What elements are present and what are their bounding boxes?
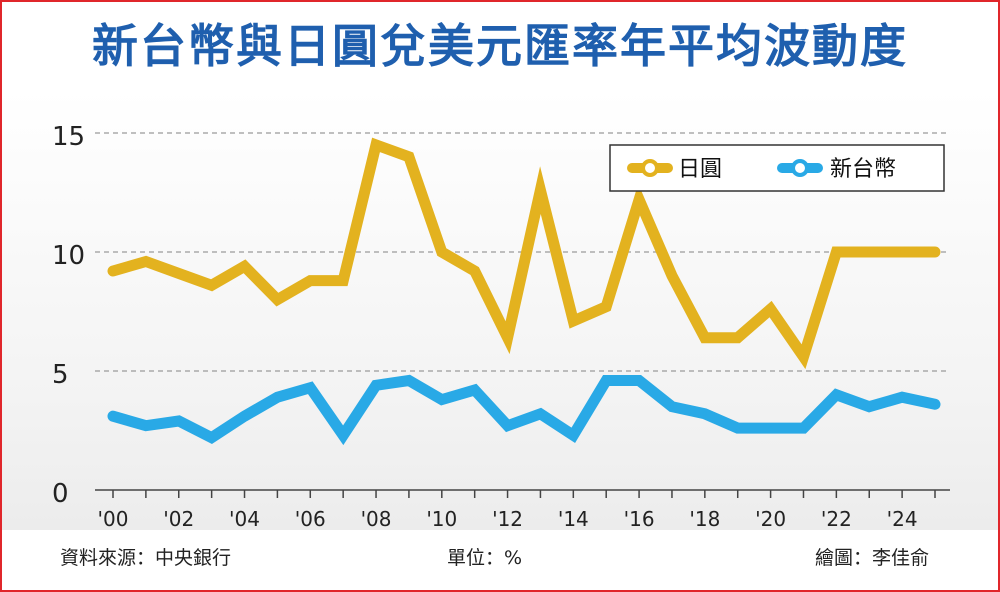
- y-tick-label: 15: [52, 122, 85, 152]
- data-point-jpy: [472, 269, 477, 274]
- series-line-jpy: [107, 137, 941, 370]
- data-point-jpy: [702, 335, 707, 340]
- x-tick-label: '22: [821, 507, 852, 531]
- data-point-jpy: [505, 335, 510, 340]
- data-point-jpy: [111, 269, 115, 274]
- data-point-jpy: [801, 354, 806, 359]
- data-point-twd: [209, 435, 214, 440]
- data-point-jpy: [406, 154, 411, 159]
- x-axis: '00 '02 '04 '06 '08 '10 '12 '14 '16 '18 '20 '22 '24: [95, 489, 950, 531]
- data-point-jpy: [735, 335, 740, 340]
- data-point-jpy: [637, 197, 642, 202]
- data-point-jpy: [143, 259, 148, 264]
- x-tick-label: '18: [689, 507, 720, 531]
- data-point-jpy: [209, 283, 214, 288]
- y-tick-label: 10: [52, 241, 85, 271]
- legend-label-jpy: 日圓: [678, 157, 722, 182]
- data-point-twd: [900, 395, 905, 400]
- y-tick-label: 0: [52, 479, 69, 509]
- data-point-twd: [341, 433, 346, 438]
- data-point-twd: [933, 402, 937, 407]
- data-point-twd: [406, 378, 411, 383]
- series-line-twd: [107, 374, 941, 446]
- data-point-twd: [439, 397, 444, 402]
- data-point-twd: [374, 383, 379, 388]
- data-point-jpy: [242, 264, 247, 269]
- x-tick-label: '04: [229, 507, 260, 531]
- data-point-jpy: [439, 250, 444, 254]
- data-point-jpy: [538, 188, 543, 193]
- source-note: 資料來源：中央銀行: [60, 547, 232, 569]
- data-point-jpy: [176, 271, 181, 276]
- data-point-twd: [176, 418, 181, 423]
- data-point-twd: [111, 414, 115, 419]
- legend-label-twd: 新台幣: [830, 157, 896, 182]
- grid-layer: 0 5 10 15: [52, 122, 950, 509]
- data-point-jpy: [604, 304, 609, 309]
- data-point-twd: [604, 378, 609, 383]
- x-tick-label: '14: [558, 507, 589, 531]
- legend-marker-twd: [791, 159, 809, 177]
- x-tick-label: '16: [624, 507, 655, 531]
- data-point-twd: [308, 385, 313, 390]
- data-point-jpy: [571, 319, 576, 324]
- data-point-twd: [867, 404, 872, 409]
- x-tick-label: '10: [426, 507, 457, 531]
- data-point-twd: [242, 414, 247, 419]
- data-point-twd: [505, 423, 510, 428]
- data-point-jpy: [308, 278, 313, 283]
- x-tick-label: '24: [887, 507, 918, 531]
- data-point-twd: [571, 433, 576, 438]
- chart-title: 新台幣與日圓兌美元匯率年平均波動度: [92, 19, 908, 73]
- data-point-twd: [143, 423, 148, 428]
- data-point-twd: [637, 378, 642, 383]
- data-point-twd: [275, 395, 280, 400]
- data-point-twd: [538, 411, 543, 416]
- x-tick-label: '02: [163, 507, 194, 531]
- data-point-twd: [472, 388, 477, 393]
- data-point-jpy: [900, 250, 905, 254]
- legend-marker-jpy: [641, 159, 659, 177]
- data-point-jpy: [341, 278, 346, 283]
- unit-note: 單位：%: [447, 547, 523, 569]
- data-point-twd: [735, 426, 740, 431]
- data-point-jpy: [275, 297, 280, 302]
- data-point-jpy: [768, 307, 773, 312]
- data-point-twd: [801, 426, 806, 431]
- x-tick-label: '08: [361, 507, 392, 531]
- data-point-jpy: [867, 250, 872, 254]
- data-point-jpy: [669, 273, 674, 278]
- x-tick-label: '20: [755, 507, 786, 531]
- data-point-twd: [702, 411, 707, 416]
- y-tick-label: 5: [52, 360, 69, 390]
- data-point-jpy: [933, 250, 937, 254]
- x-tick-label: '00: [98, 507, 129, 531]
- credit-note: 繪圖：李佳俞: [815, 547, 930, 569]
- data-point-twd: [834, 392, 839, 397]
- data-point-twd: [768, 426, 773, 431]
- legend: 日圓 新台幣: [609, 144, 945, 192]
- data-point-jpy: [374, 142, 379, 147]
- x-tick-label: '06: [295, 507, 326, 531]
- data-point-jpy: [834, 250, 839, 254]
- data-point-twd: [669, 404, 674, 409]
- series-layer: [107, 137, 941, 446]
- x-tick-label: '12: [492, 507, 523, 531]
